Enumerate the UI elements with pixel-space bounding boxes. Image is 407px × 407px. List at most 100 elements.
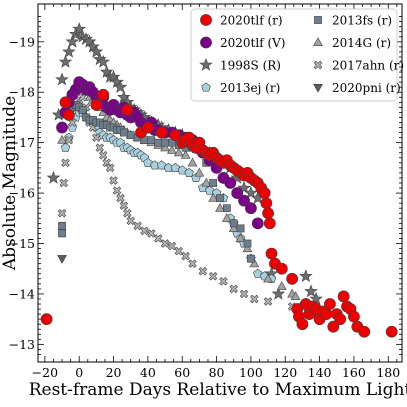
data-point [309, 291, 323, 305]
data-point [247, 254, 255, 263]
legend-marker [313, 83, 323, 93]
data-point [99, 151, 108, 160]
y-axis-title: Absolute Magnitude [0, 96, 20, 271]
data-point [86, 39, 100, 53]
legend-entry-2013fs-r: 2013fs (r) [314, 13, 392, 27]
legend-label: 2014G (r) [332, 36, 391, 50]
x-tick-label: 120 [273, 365, 297, 380]
data-point [260, 197, 273, 210]
data-point [57, 255, 67, 264]
data-point [215, 202, 225, 212]
data-point [258, 187, 271, 199]
y-tick-label: −19 [9, 34, 35, 49]
data-point [59, 96, 72, 109]
data-point [184, 167, 194, 177]
data-point [57, 209, 67, 218]
y-tick-label: −16 [9, 186, 35, 201]
data-point [209, 179, 218, 187]
data-point [123, 209, 132, 218]
data-point [167, 241, 177, 251]
data-point [251, 217, 264, 230]
data-point [228, 223, 239, 232]
legend-entry-2014g-r: 2014G (r) [313, 36, 391, 50]
data-point [58, 229, 66, 238]
legend-label: 2020tlf (r) [220, 13, 283, 27]
y-tick-label: −15 [9, 236, 35, 251]
legend-entry-2020tlf-r: 2020tlf (r) [200, 13, 283, 27]
data-point [239, 289, 249, 299]
legend-marker [200, 14, 212, 26]
data-point [348, 310, 360, 323]
legend: 2020tlf (r) 2013fs (r) 2020tlf (V) 2014G (r… [190, 8, 404, 102]
data-point [126, 216, 135, 226]
data-point [208, 192, 219, 202]
data-point [156, 160, 167, 170]
data-point [61, 158, 70, 168]
data-point [187, 157, 198, 167]
data-point [90, 98, 103, 111]
x-tick-label: 180 [376, 365, 400, 380]
legend-marker [314, 16, 322, 24]
data-point [55, 72, 69, 86]
data-point [154, 138, 163, 147]
data-marks [40, 22, 398, 338]
data-point [99, 64, 114, 78]
data-point [59, 178, 68, 188]
data-point [276, 281, 287, 290]
data-point [173, 147, 184, 157]
data-point [133, 221, 142, 231]
x-tick-label: 80 [209, 365, 225, 380]
legend-entry-2017ahn-r: 2017ahn (r) [313, 58, 404, 72]
data-point [263, 297, 273, 306]
data-point [161, 138, 169, 147]
data-point [238, 194, 250, 207]
data-point [119, 201, 129, 210]
data-point [385, 325, 398, 338]
data-point [112, 186, 122, 195]
data-point [275, 262, 288, 275]
legend-label: 2017ahn (r) [332, 58, 404, 72]
data-point [170, 162, 181, 172]
data-point [320, 308, 333, 320]
legend-marker [200, 36, 212, 49]
data-point [327, 320, 340, 333]
data-point [253, 268, 263, 278]
legend-marker [313, 60, 323, 70]
data-point [216, 194, 224, 202]
data-point [46, 170, 61, 184]
data-point [188, 259, 197, 268]
data-point [263, 217, 276, 230]
legend-label: 2013ej (r) [220, 81, 280, 95]
series-2017ahn-r [57, 93, 307, 311]
data-point [250, 294, 259, 304]
x-tick-label: −20 [32, 365, 58, 380]
data-point [180, 150, 191, 159]
data-point [78, 106, 87, 114]
data-point [208, 272, 218, 281]
data-point [63, 109, 75, 121]
data-point [323, 298, 336, 310]
data-point [198, 267, 208, 276]
data-point [243, 239, 252, 248]
data-point [92, 133, 101, 142]
data-point [140, 226, 149, 236]
data-point [57, 134, 67, 144]
x-tick-label: 0 [75, 365, 83, 380]
data-point [82, 34, 97, 48]
data-point [58, 221, 66, 230]
data-point [58, 54, 73, 68]
series-2020tlf-r [40, 88, 398, 338]
legend-label: 2020tlf (V) [220, 36, 285, 50]
legend-box [190, 8, 398, 102]
data-point [263, 273, 273, 283]
data-point [262, 207, 274, 220]
data-point [219, 277, 228, 286]
data-point [117, 90, 131, 104]
legend-marker [313, 37, 323, 47]
data-point [242, 243, 253, 253]
data-point [160, 142, 170, 152]
data-point [40, 313, 53, 326]
data-point [201, 177, 212, 187]
